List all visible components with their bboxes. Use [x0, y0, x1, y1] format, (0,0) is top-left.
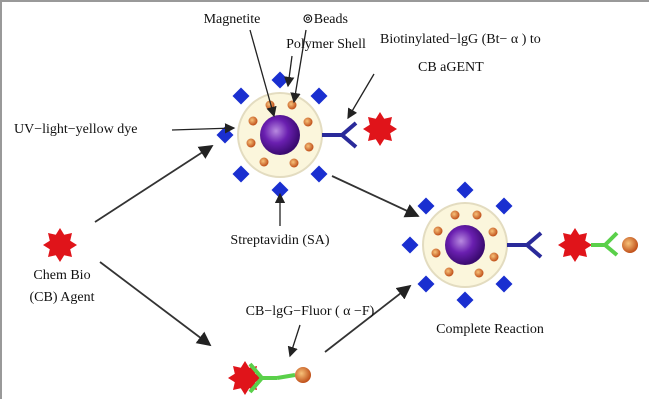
label: Streptavidin (SA): [230, 233, 329, 248]
reaction-arrows: [95, 146, 418, 352]
label: Chem Bio: [33, 268, 90, 283]
frame: [0, 0, 649, 399]
chem-agent-star: [43, 228, 77, 262]
label: Polymer Shell: [286, 37, 366, 52]
bead-top: [217, 72, 397, 199]
bead-complete: [402, 182, 638, 309]
label: Complete Reaction: [436, 322, 544, 337]
label: UV−light−yellow dye: [14, 122, 138, 137]
label: CB aGENT: [418, 60, 484, 75]
label: ⊚Beads: [302, 12, 348, 27]
fluor-conjugate: [228, 361, 311, 395]
diagram: Magnetite ⊚Beads Polymer Shell Biotinyla…: [0, 0, 649, 399]
label: Magnetite: [204, 12, 261, 27]
label: Biotinylated−lgG (Bt− α ) to: [380, 32, 541, 47]
label: (CB) Agent: [30, 290, 95, 305]
label: CB−lgG−Fluor ( α −F): [246, 304, 375, 319]
